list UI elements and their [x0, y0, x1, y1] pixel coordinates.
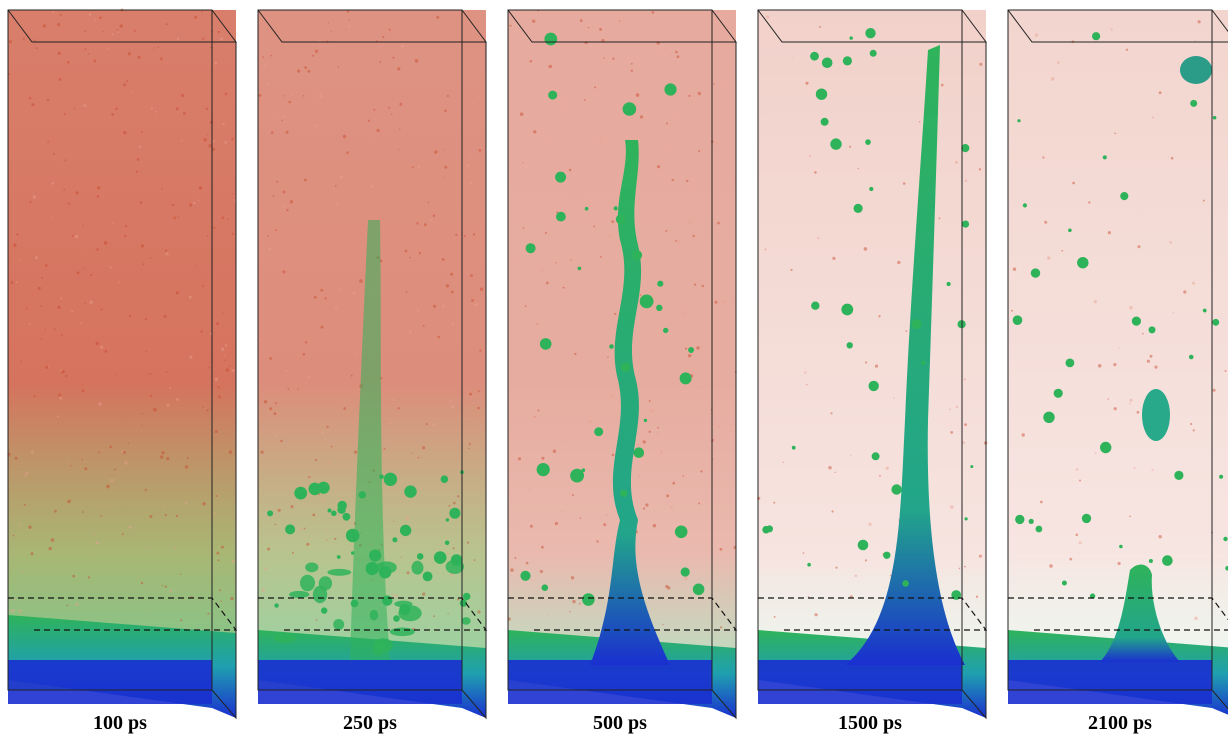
time-label: 1500 ps: [838, 712, 902, 734]
snapshot-500ps: [507, 9, 738, 720]
snapshot-1500ps: [757, 9, 988, 720]
time-label: 2100 ps: [1088, 712, 1152, 734]
panel-100ps: 100 ps: [0, 0, 240, 740]
panel-2100ps: 2100 ps: [1000, 0, 1228, 740]
panel-1500ps: 1500 ps: [750, 0, 990, 740]
snapshot-2100ps: [1007, 9, 1228, 715]
panel-250ps: 250 ps: [250, 0, 490, 740]
time-label: 500 ps: [593, 712, 647, 734]
time-label: 250 ps: [343, 712, 397, 734]
snapshot-100ps: [7, 8, 238, 720]
time-label: 100 ps: [93, 712, 147, 734]
panel-500ps: 500 ps: [500, 0, 740, 740]
snapshot-250ps: [256, 9, 488, 720]
